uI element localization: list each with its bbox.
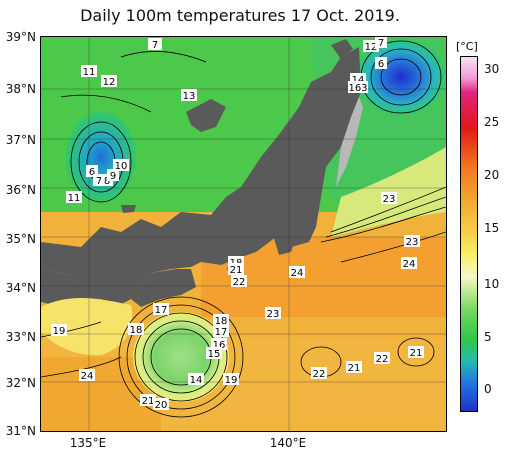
contour-label: 6 — [378, 59, 384, 70]
lon-label-135: 135°E — [69, 436, 107, 450]
contour-label: 9 — [110, 171, 116, 182]
contour-label: 22 — [376, 354, 389, 365]
contour-label: 23 — [383, 194, 396, 205]
contour-label: 20 — [155, 400, 168, 411]
temperature-map: 7 11 12 13 6 10 7 8 9 11 12 7 6 14 163 2… — [40, 36, 447, 432]
sado-island — [331, 39, 353, 59]
contour-label: 13 — [183, 91, 196, 102]
colorbar-tick-15: 15 — [484, 221, 500, 235]
graticule — [41, 37, 446, 431]
contour-label: 10 — [115, 161, 128, 172]
contour-label: 6 — [89, 167, 95, 178]
contour-label: 23 — [406, 237, 419, 248]
colorbar — [460, 56, 478, 412]
contour-label: 7 — [96, 176, 102, 187]
colorbar-unit: [°C] — [456, 40, 478, 53]
lat-label-36: 36°N — [5, 183, 36, 197]
contour-label: 7 — [378, 38, 384, 49]
contour-label: 24 — [403, 259, 416, 270]
map-canvas: 7 11 12 13 6 10 7 8 9 11 12 7 6 14 163 2… — [41, 37, 446, 431]
contour-label: 12 — [365, 42, 378, 53]
contour-label: 8 — [104, 176, 110, 187]
contour-label: 22 — [233, 277, 246, 288]
contour-label: 22 — [313, 369, 326, 380]
contour-label-group: 7 11 12 13 6 10 7 8 9 11 12 7 6 14 163 2… — [51, 37, 424, 411]
noto-peninsula — [186, 99, 226, 132]
contour-label: 24 — [291, 268, 304, 279]
lat-label-35: 35°N — [5, 232, 36, 246]
lat-label-34: 34°N — [5, 281, 36, 295]
contour-label: 18 — [215, 316, 228, 327]
lat-label-38: 38°N — [5, 82, 36, 96]
contour-label: 18 — [130, 325, 143, 336]
colorbar-tick-25: 25 — [484, 115, 500, 129]
contours — [41, 40, 446, 418]
contour-label: 23 — [267, 309, 280, 320]
map-title: Daily 100m temperatures 17 Oct. 2019. — [80, 6, 400, 25]
lat-label-31: 31°N — [5, 424, 36, 438]
colorbar-tick-10: 10 — [484, 277, 500, 291]
colorbar-tick-20: 20 — [484, 168, 500, 182]
colorbar-tick-5: 5 — [484, 330, 492, 344]
contour-label: 14 — [190, 375, 203, 386]
southwest-cold-core — [66, 112, 136, 202]
oki-island — [121, 205, 136, 213]
lat-label-33: 33°N — [5, 330, 36, 344]
contour-label: 21 — [230, 265, 243, 276]
contour-label: 11 — [83, 67, 96, 78]
honshu-land — [41, 47, 361, 307]
lat-label-32: 32°N — [5, 376, 36, 390]
contour-label: 11 — [68, 193, 81, 204]
contour-label: 19 — [225, 375, 238, 386]
contour-label: 21 — [142, 396, 155, 407]
contour-label: 17 — [215, 327, 228, 338]
contour-label: 21 — [348, 363, 361, 374]
contour-label: 16 — [213, 340, 226, 351]
contour-label: 21 — [410, 348, 423, 359]
contour-label: 24 — [81, 371, 94, 382]
contour-label: 17 — [155, 305, 168, 316]
contour-label: 12 — [103, 77, 116, 88]
contour-label: 7 — [152, 40, 158, 51]
colorbar-tick-30: 30 — [484, 62, 500, 76]
contour-label: 163 — [348, 83, 367, 94]
kii-peninsula — [131, 269, 196, 307]
boso-peninsula — [273, 235, 296, 255]
cold-eddy — [133, 312, 229, 402]
contour-label: 15 — [208, 349, 221, 360]
contour-label: 14 — [352, 75, 365, 86]
lat-label-39: 39°N — [5, 30, 36, 44]
contour-label: 19 — [53, 326, 66, 337]
lon-label-140: 140°E — [269, 436, 307, 450]
coastal-shelf — [336, 97, 363, 187]
lat-label-37: 37°N — [5, 133, 36, 147]
colorbar-tick-0: 0 — [484, 382, 492, 396]
